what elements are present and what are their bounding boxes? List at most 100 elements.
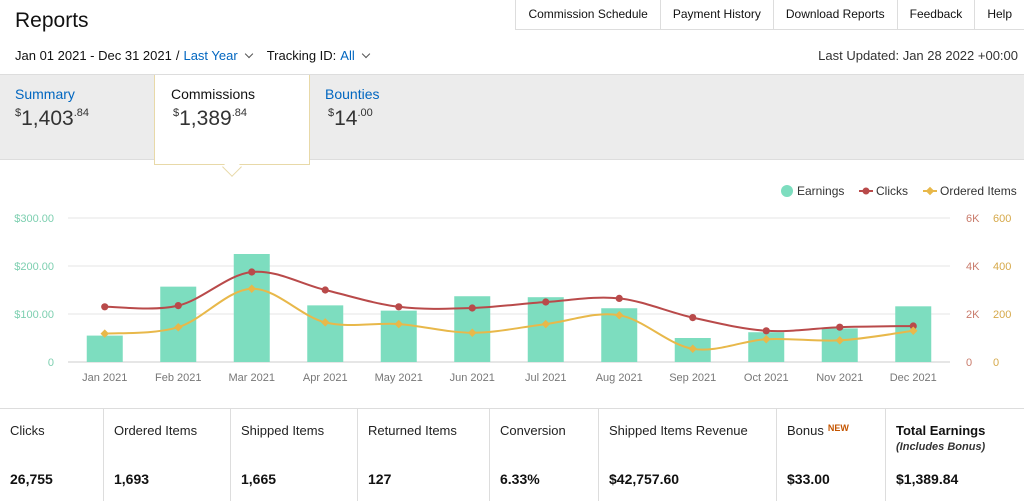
x-tick-label: Jun 2021: [450, 372, 495, 384]
y-tick-label-items: 400: [993, 261, 1011, 273]
clicks-point: [762, 327, 770, 335]
x-tick-label: Mar 2021: [229, 372, 275, 384]
x-tick-label: Apr 2021: [303, 372, 348, 384]
nav-feedback[interactable]: Feedback: [898, 0, 976, 29]
x-tick-label: Jan 2021: [82, 372, 127, 384]
x-tick-label: May 2021: [375, 372, 423, 384]
bar-earnings: [527, 297, 564, 362]
ordered-items-line: [104, 287, 914, 351]
stat-sublabel: (Includes Bonus): [896, 441, 986, 453]
ordered-items-point: [394, 319, 403, 329]
ordered-items-point: [321, 318, 330, 327]
stat-value: 1,665: [241, 471, 277, 487]
clicks-point: [909, 322, 917, 330]
ordered-items-point: [100, 329, 109, 338]
stat-clicks: Clicks 26,755: [0, 409, 104, 501]
chevron-down-icon[interactable]: [361, 49, 370, 59]
y-tick-label-left: $200.00: [14, 261, 54, 273]
x-tick-label: Jul 2021: [525, 372, 567, 384]
earnings-chart: $300.00 6K 600 $200.00 4K 400 $100.00 2K 200 0 0 0 J…: [14, 184, 1017, 384]
ordered-items-point: [468, 328, 477, 337]
clicks-point: [395, 303, 403, 311]
amount-cents: .84: [231, 107, 247, 119]
tab-bounties-label: Bounties: [325, 86, 380, 102]
legend-clicks-label: Clicks: [876, 184, 908, 198]
nav-help[interactable]: Help: [987, 7, 1012, 21]
page-title: Reports: [15, 9, 89, 32]
stat-label: Bonus NEW: [787, 423, 849, 438]
clicks-point: [836, 323, 844, 331]
y-tick-label-items: 600: [993, 213, 1011, 225]
top-bar: Reports Commission Schedule Payment Hist…: [0, 0, 1024, 74]
legend-items-swatch: [925, 186, 935, 196]
stat-value: $42,757.60: [609, 471, 680, 487]
stat-label: Total Earnings: [896, 423, 986, 438]
date-separator: /: [175, 48, 180, 63]
legend-earnings-swatch: [781, 185, 793, 197]
tracking-dropdown[interactable]: All: [340, 48, 355, 63]
nav-commission-schedule[interactable]: Commission Schedule: [516, 0, 661, 29]
period-dropdown[interactable]: Last Year: [183, 48, 238, 63]
chevron-down-icon[interactable]: [244, 49, 253, 59]
stat-label: Ordered Items: [114, 423, 198, 438]
x-tick-label: Oct 2021: [744, 372, 789, 384]
y-tick-label-left: $300.00: [14, 213, 54, 225]
nav-download-reports[interactable]: Download Reports: [774, 0, 898, 29]
y-tick-label-items: 200: [993, 309, 1011, 321]
amount-cents: .84: [73, 107, 89, 119]
clicks-point: [174, 302, 182, 310]
stat-ordered-items: Ordered Items 1,693: [104, 409, 231, 501]
y-tick-label-clicks: 0: [966, 357, 972, 369]
new-badge: NEW: [827, 423, 849, 433]
stat-value: 6.33%: [500, 471, 540, 487]
legend-clicks-swatch: [862, 187, 870, 195]
last-updated: Last Updated: Jan 28 2022 +00:00: [818, 48, 1018, 63]
x-tick-label: Dec 2021: [890, 372, 937, 384]
tab-commissions-label: Commissions: [171, 86, 256, 102]
legend-items-label: Ordered Items: [940, 184, 1017, 198]
clicks-point: [689, 314, 697, 322]
x-tick-label: Feb 2021: [155, 372, 201, 384]
tab-commissions[interactable]: Commissions $1,389.84: [154, 75, 310, 165]
y-tick-label-clicks: 4K: [966, 261, 980, 273]
amount-whole: 14: [334, 107, 358, 130]
x-tick-label: Nov 2021: [816, 372, 863, 384]
bar-earnings: [821, 328, 858, 362]
tab-bounties-value: $14.00: [328, 107, 373, 131]
bonus-label: Bonus: [787, 423, 824, 438]
clicks-point: [468, 304, 476, 312]
y-tick-label-clicks: 6K: [966, 213, 980, 225]
clicks-point: [615, 294, 623, 302]
bar-earnings: [380, 310, 417, 362]
tab-bounties[interactable]: Bounties $14.00: [325, 75, 475, 161]
stat-conversion: Conversion 6.33%: [490, 409, 599, 501]
y-tick-label-clicks: 2K: [966, 309, 980, 321]
clicks-point: [248, 268, 256, 276]
tab-summary-value: $1,403.84: [15, 107, 89, 131]
tab-summary-label: Summary: [15, 86, 75, 102]
bar-earnings: [86, 335, 123, 362]
stat-label: Returned Items: [368, 423, 457, 438]
amount-whole: 1,403: [21, 107, 74, 130]
amount-whole: 1,389: [179, 107, 232, 130]
stats-row: Clicks 26,755 Ordered Items 1,693 Shippe…: [0, 408, 1024, 501]
ordered-items-point: [835, 336, 844, 345]
bar-earnings: [307, 305, 344, 362]
stat-shipped-items-revenue: Shipped Items Revenue $42,757.60: [599, 409, 777, 501]
stat-label: Shipped Items Revenue: [609, 423, 748, 438]
y-tick-label-left: $100.00: [14, 309, 54, 321]
stat-shipped-items: Shipped Items 1,665: [231, 409, 358, 501]
nav-payment-history[interactable]: Payment History: [661, 0, 774, 29]
stat-returned-items: Returned Items 127: [358, 409, 490, 501]
y-tick-label-left: 0: [48, 357, 54, 369]
currency-symbol: $: [328, 107, 335, 119]
tab-commissions-value: $1,389.84: [173, 107, 247, 131]
stat-value: $33.00: [787, 471, 830, 487]
tab-summary[interactable]: Summary $1,403.84: [0, 75, 150, 161]
summary-tabs: Summary $1,403.84 Commissions $1,389.84 …: [0, 74, 1024, 165]
x-tick-label: Sep 2021: [669, 372, 716, 384]
stat-value: 26,755: [10, 471, 53, 487]
clicks-point: [321, 286, 329, 294]
ordered-items-point: [174, 322, 183, 332]
stat-value: 1,693: [114, 471, 150, 487]
